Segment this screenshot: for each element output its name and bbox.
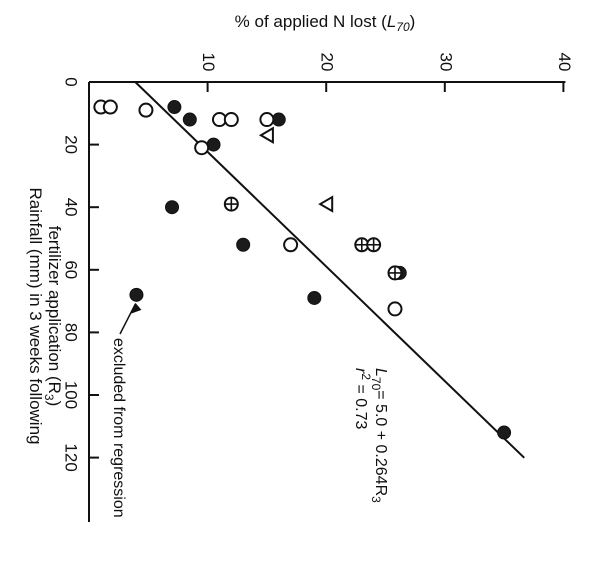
x-tick-label: 30 (436, 53, 455, 72)
excluded-arrow (119, 302, 142, 335)
open-circle-point (283, 237, 299, 253)
open-circle-point (102, 99, 118, 115)
chart-title: % of applied N lost (L70) (235, 12, 416, 34)
y-tick-label: 20 (62, 135, 81, 154)
open-triangle-point (318, 195, 334, 213)
filled-circle-point (167, 100, 182, 115)
filled-circle-point (307, 290, 322, 305)
chart-labels: % of applied N lost (L70) Rainfall (mm) … (26, 12, 415, 518)
y-tick-label: 80 (62, 323, 81, 342)
filled-circle-point (497, 425, 512, 440)
open-circle-point (194, 140, 210, 156)
excluded-annotation: excluded from regression (110, 338, 127, 518)
x-tick-label: 40 (555, 53, 574, 72)
filled-circle-point (182, 112, 197, 127)
y-tick-label: 0 (62, 77, 81, 86)
x-tick-label: 10 (199, 53, 218, 72)
regression-equation: L70= 5.0 + 0.264R3 (369, 368, 389, 503)
filled-circle-point (236, 237, 251, 252)
axes: 10 20 30 40 0 20 40 60 80 100 120 (62, 53, 574, 522)
open-circle-point (223, 112, 239, 128)
x-tick-label: 20 (318, 53, 337, 72)
arrow-head (130, 302, 142, 314)
y-tick-label: 60 (62, 260, 81, 279)
regression-line-group (134, 81, 525, 459)
open-circle-point (138, 102, 154, 118)
filled-circle-point (165, 200, 180, 215)
circled-plus-point (223, 196, 239, 212)
y-tick-label: 40 (62, 198, 81, 217)
filled-circle-point (129, 287, 144, 302)
y-axis-label: Rainfall (mm) in 3 weeks followingfertil… (26, 188, 64, 445)
circled-plus-point (366, 237, 382, 253)
regression-line (134, 81, 525, 459)
open-circle-point (387, 301, 403, 317)
circled-plus-point (387, 265, 403, 281)
y-tick-label: 120 (62, 443, 81, 471)
open-triangle-point (258, 126, 274, 144)
y-tick-label: 100 (62, 381, 81, 409)
data-points (93, 99, 512, 440)
open-circle-point (259, 112, 275, 128)
r-squared-label: r2 = 0.73 (352, 368, 373, 429)
